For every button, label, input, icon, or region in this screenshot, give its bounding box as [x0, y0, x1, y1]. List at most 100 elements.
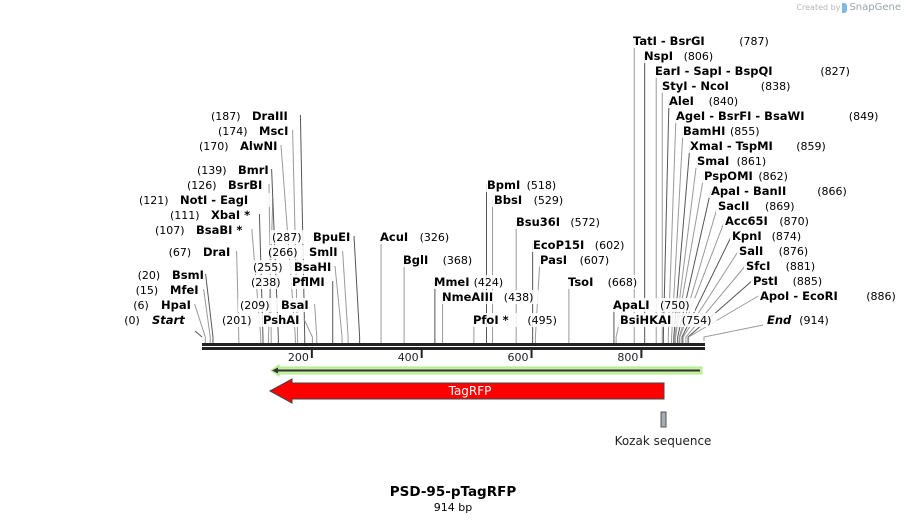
- site-bpmi[interactable]: BpmI (518): [485, 178, 562, 192]
- site-apoi-ecori[interactable]: ApoI - EcoRI (886): [758, 289, 902, 303]
- site-name: BamHI: [683, 124, 725, 138]
- site-sfci[interactable]: SfcI (881): [744, 259, 821, 273]
- kozak-sequence-label: Kozak sequence: [614, 434, 712, 448]
- site-bsrbi[interactable]: BsrBI (126): [185, 178, 267, 192]
- site-position: (174): [218, 125, 248, 138]
- site-smli[interactable]: SmlI (266): [266, 245, 341, 259]
- site-name: TsoI: [568, 275, 593, 289]
- top-strand-line: [202, 343, 705, 346]
- site-xmai-tspmi[interactable]: XmaI - TspMI (859): [688, 139, 832, 153]
- site-position: (787): [739, 35, 769, 48]
- site-tsoi[interactable]: TsoI (668): [566, 275, 643, 289]
- site-hpai[interactable]: HpaI (6): [131, 298, 193, 312]
- tick-mark: [310, 350, 313, 358]
- site-bamhi[interactable]: BamHI (855): [681, 124, 765, 138]
- site-end[interactable]: End (914): [765, 313, 835, 327]
- site-leader-line: [674, 174, 705, 343]
- site-bsu36i[interactable]: Bsu36I (572): [514, 215, 606, 229]
- site-agei-bsrfi-bsawi[interactable]: AgeI - BsrFI - BsaWI (849): [674, 109, 884, 123]
- site-nspi[interactable]: NspI (806): [642, 49, 719, 63]
- site-mfei[interactable]: MfeI (15): [133, 283, 202, 297]
- site-position: (840): [709, 95, 739, 108]
- site-draiii[interactable]: DraIII (187): [209, 109, 299, 123]
- site-name: End: [767, 313, 792, 327]
- site-name: BsmI: [172, 268, 204, 282]
- site-name: Acc65I: [725, 214, 768, 228]
- site-position: (529): [534, 194, 564, 207]
- site-kpni[interactable]: KpnI (874): [730, 229, 807, 243]
- site-name: SalI: [739, 244, 763, 258]
- site-bpuei[interactable]: BpuEI (287): [270, 230, 352, 244]
- site-acui[interactable]: AcuI (326): [378, 230, 455, 244]
- site-name: ApaLI: [613, 298, 650, 312]
- site-xbai[interactable]: XbaI * (111): [168, 208, 258, 222]
- site-position: (368): [443, 254, 473, 267]
- site-apali[interactable]: ApaLI (750): [611, 298, 695, 312]
- site-name: PspOMI: [704, 169, 753, 183]
- site-bsai[interactable]: BsaI (209): [238, 298, 313, 312]
- site-name: ApaI - BanII: [711, 184, 786, 198]
- site-name: EcoP15I: [533, 238, 584, 252]
- site-ecop15i[interactable]: EcoP15I (602): [531, 238, 630, 252]
- tick-label: 400: [398, 351, 419, 364]
- site-apai-banii[interactable]: ApaI - BanII (866): [709, 184, 853, 198]
- site-msci[interactable]: MscI (174): [216, 124, 291, 138]
- site-smai[interactable]: SmaI (861): [695, 154, 772, 168]
- tick-label: 800: [617, 351, 638, 364]
- site-pflmi[interactable]: PflMI (238): [249, 275, 331, 289]
- site-acc65i[interactable]: Acc65I (870): [723, 214, 815, 228]
- site-name: DraIII: [252, 109, 288, 123]
- site-name: Bsu36I: [516, 215, 560, 229]
- site-leader-line: [194, 330, 203, 338]
- tagrfp-feature[interactable]: TagRFP: [268, 378, 665, 404]
- site-sali[interactable]: SalI (876): [737, 244, 814, 258]
- site-alwni[interactable]: AlwNI (170): [197, 139, 279, 153]
- site-position: (0): [124, 314, 140, 327]
- site-nmeaiii[interactable]: NmeAIII (438): [440, 290, 539, 304]
- site-bsabi[interactable]: BsaBI * (107): [153, 223, 250, 237]
- site-name: BbsI: [494, 193, 522, 207]
- site-position: (862): [758, 170, 788, 183]
- site-leader-line: [271, 168, 279, 343]
- site-psti[interactable]: PstI (885): [751, 274, 828, 288]
- site-name: BsrBI: [228, 178, 262, 192]
- site-leader-line: [674, 159, 698, 343]
- site-pspomi[interactable]: PspOMI (862): [702, 169, 794, 183]
- site-leader-line: [194, 303, 206, 343]
- site-tati-bsrgi[interactable]: TatI - BsrGI (787): [631, 34, 775, 48]
- site-name: MmeI: [434, 275, 470, 289]
- site-bmri[interactable]: BmrI (139): [195, 163, 270, 177]
- site-styi-ncoi[interactable]: StyI - NcoI (838): [660, 79, 796, 93]
- site-pasi[interactable]: PasI (607): [538, 253, 615, 267]
- site-start[interactable]: Start (0): [122, 313, 191, 327]
- site-lines: [194, 40, 764, 343]
- site-leader-line: [205, 273, 214, 343]
- tick-label: 600: [508, 351, 529, 364]
- site-pshai[interactable]: PshAI (201): [220, 313, 302, 327]
- site-position: (668): [608, 276, 638, 289]
- site-position: (861): [737, 155, 767, 168]
- tagrfp-label: TagRFP: [448, 384, 492, 398]
- site-position: (572): [570, 216, 600, 229]
- site-bgli[interactable]: BglI (368): [401, 253, 478, 267]
- orf-arrow[interactable]: [270, 364, 703, 377]
- site-name: AleI: [669, 94, 694, 108]
- tick-label: 200: [288, 351, 309, 364]
- tick-mark: [640, 350, 643, 358]
- site-pfoi[interactable]: PfoI * (495): [471, 313, 563, 327]
- site-sacii[interactable]: SacII (869): [716, 199, 800, 213]
- site-name: MfeI: [170, 283, 199, 297]
- site-name: BsaI: [281, 298, 309, 312]
- site-drai[interactable]: DraI (67): [166, 245, 235, 259]
- site-bsahi[interactable]: BsaHI (255): [251, 260, 333, 274]
- kozak-feature[interactable]: [660, 411, 667, 428]
- site-leader-line: [258, 213, 264, 343]
- site-mmei[interactable]: MmeI (424): [432, 275, 509, 289]
- site-bbsi[interactable]: BbsI (529): [492, 193, 569, 207]
- site-noti-eagi[interactable]: NotI - EagI (121): [137, 193, 271, 207]
- site-bsmi[interactable]: BsmI (20): [135, 268, 204, 282]
- site-bsihkai[interactable]: BsiHKAI (754): [618, 313, 717, 327]
- site-alei[interactable]: AleI (840): [667, 94, 744, 108]
- site-labels: Start (0) HpaI (6) MfeI (15) BsmI (20) DraI (67) B…: [122, 34, 902, 327]
- site-eari-sapi-bspqi[interactable]: EarI - SapI - BspQI (827): [653, 64, 856, 78]
